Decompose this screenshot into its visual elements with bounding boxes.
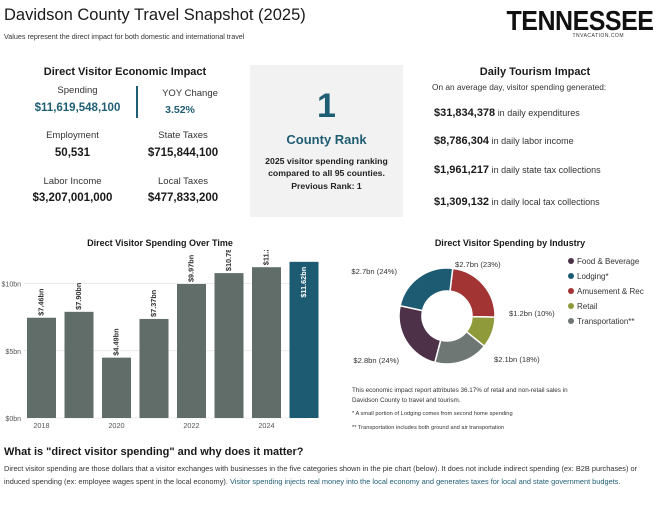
state-taxes-label: State Taxes (158, 130, 208, 141)
legend-item: Lodging* (568, 272, 644, 281)
employment-value: 50,531 (54, 147, 91, 159)
legend-swatch (568, 288, 574, 294)
legend-item: Amusement & Rec (568, 287, 644, 296)
faq-text: Direct visitor spending are those dollar… (4, 463, 652, 488)
rank-previous: Previous Rank: 1 (291, 181, 362, 191)
page-title: Davidson County Travel Snapshot (2025) (4, 6, 306, 24)
legend-swatch (568, 318, 574, 324)
legend-item: Retail (568, 302, 644, 311)
slice-label: $2.1bn (18%) (494, 355, 540, 364)
labor-income-value: $3,207,001,000 (32, 192, 113, 204)
yoy-value: 3.52% (165, 104, 195, 116)
daily-text: in daily local tax collections (491, 197, 600, 207)
bar-data-label: $11.22bn (261, 250, 270, 265)
slice-label: $1.2bn (10%) (509, 309, 555, 318)
daily-impact-heading: Daily Tourism Impact (479, 66, 591, 78)
lodging-note: * A small portion of Lodging comes from … (352, 411, 513, 417)
rank-description: 2025 visitor spending ranking compared t… (265, 156, 388, 178)
legend-swatch (568, 258, 574, 264)
bar-data-label: $4.49bn (111, 328, 120, 355)
donut-chart-title: Direct Visitor Spending by Industry (434, 238, 586, 248)
bar-2025 (289, 261, 319, 418)
daily-row-local-tax: $1,309,132 in daily local tax collection… (434, 196, 600, 208)
legend-label: Transportation** (577, 317, 635, 326)
transport-note: ** Transportation includes both ground a… (352, 425, 505, 431)
daily-value: $31,834,378 (434, 107, 496, 119)
yoy-label: YOY Change (162, 88, 218, 99)
donut-slice (399, 267, 454, 312)
slice-label: $2.7bn (24%) (351, 267, 397, 276)
tennessee-logo: TENNESSEE TNVACATION.COM (506, 5, 654, 39)
donut-slice (449, 267, 496, 318)
bar-data-label: $7.90bn (74, 283, 83, 310)
local-taxes-value: $477,833,200 (147, 192, 219, 204)
y-tick-label: $10bn (2, 282, 22, 289)
spending-label: Spending (57, 85, 98, 96)
y-tick-label: $0bn (5, 416, 21, 423)
spending-value: $11,619,548,100 (34, 102, 121, 114)
slice-label: $2.7bn (23%) (455, 260, 501, 269)
legend-label: Amusement & Rec (577, 287, 644, 296)
bar-2018 (27, 317, 56, 418)
bar-2024 (252, 267, 281, 418)
legend-swatch (568, 273, 574, 279)
logo-wordmark: TENNESSEE (506, 5, 654, 37)
x-tick-label: 2024 (258, 421, 274, 430)
attribution-note: This economic impact report attributes 3… (352, 387, 568, 404)
bar-data-label: $7.37bn (149, 290, 158, 317)
spending-bar-chart: $0bn $5bn $10bn $7.46bn $7.90bn $4.49bn $7.37b… (2, 250, 319, 430)
daily-impact-intro: On an average day, visitor spending gene… (432, 82, 607, 92)
bar-data-label: $7.46bn (36, 289, 45, 316)
bar-2022 (177, 284, 206, 418)
bar-2019 (64, 311, 94, 418)
bar-2021 (139, 318, 169, 418)
daily-text: in daily expenditures (497, 108, 580, 118)
daily-text: in daily state tax collections (491, 165, 601, 175)
daily-text: in daily labor income (491, 136, 574, 146)
x-tick-label: 2020 (108, 421, 124, 430)
logo-url: TNVACATION.COM (572, 33, 624, 39)
kpi-divider (136, 86, 138, 118)
x-tick-label: 2018 (33, 421, 49, 430)
labor-income-label: Labor Income (43, 176, 102, 187)
legend-swatch (568, 303, 574, 309)
state-taxes-value: $715,844,100 (147, 147, 219, 159)
bar-data-label: $11.62bn (299, 267, 308, 298)
rank-number: 1 (317, 87, 336, 125)
employment-label: Employment (46, 130, 99, 141)
bar-2023 (214, 273, 244, 418)
donut-legend: Food & Beverage Lodging* Amusement & Rec Re… (568, 257, 644, 332)
faq-body: Direct visitor spending are those dollar… (4, 464, 638, 486)
faq-heading: What is "direct visitor spending" and wh… (4, 446, 304, 458)
daily-row-state-tax: $1,961,217 in daily state tax collection… (434, 164, 601, 176)
bar-data-label: $10.78bn (224, 250, 233, 271)
page-subtitle: Values represent the direct impact for b… (4, 32, 245, 41)
daily-value: $1,309,132 (434, 196, 490, 208)
legend-label: Retail (577, 302, 598, 311)
bar-data-label: $9.97bn (186, 255, 195, 282)
daily-row-expenditures: $31,834,378 in daily expenditures (434, 107, 580, 119)
legend-item: Transportation** (568, 317, 644, 326)
daily-value: $1,961,217 (434, 164, 490, 176)
bar-2020 (102, 357, 131, 418)
industry-donut-chart: $2.7bn (23%) $1.2bn (10%) $2.1bn (18%) $2.8… (351, 260, 555, 365)
county-rank-card: 1 County Rank 2025 visitor spending rank… (250, 65, 403, 217)
donut-slice (398, 304, 442, 364)
y-tick-label: $5bn (5, 349, 21, 356)
daily-value: $8,786,304 (434, 135, 490, 147)
rank-label: County Rank (286, 132, 367, 147)
legend-label: Food & Beverage (577, 257, 640, 266)
legend-label: Lodging* (577, 272, 609, 281)
legend-item: Food & Beverage (568, 257, 644, 266)
slice-label: $2.8bn (24%) (353, 356, 399, 365)
economic-impact-heading: Direct Visitor Economic Impact (43, 66, 207, 78)
daily-row-labor-income: $8,786,304 in daily labor income (434, 135, 574, 147)
faq-highlight: Visitor spending injects real money into… (229, 476, 621, 486)
x-tick-label: 2022 (183, 421, 199, 430)
bar-chart-title: Direct Visitor Spending Over Time (87, 238, 233, 248)
local-taxes-label: Local Taxes (158, 176, 208, 187)
